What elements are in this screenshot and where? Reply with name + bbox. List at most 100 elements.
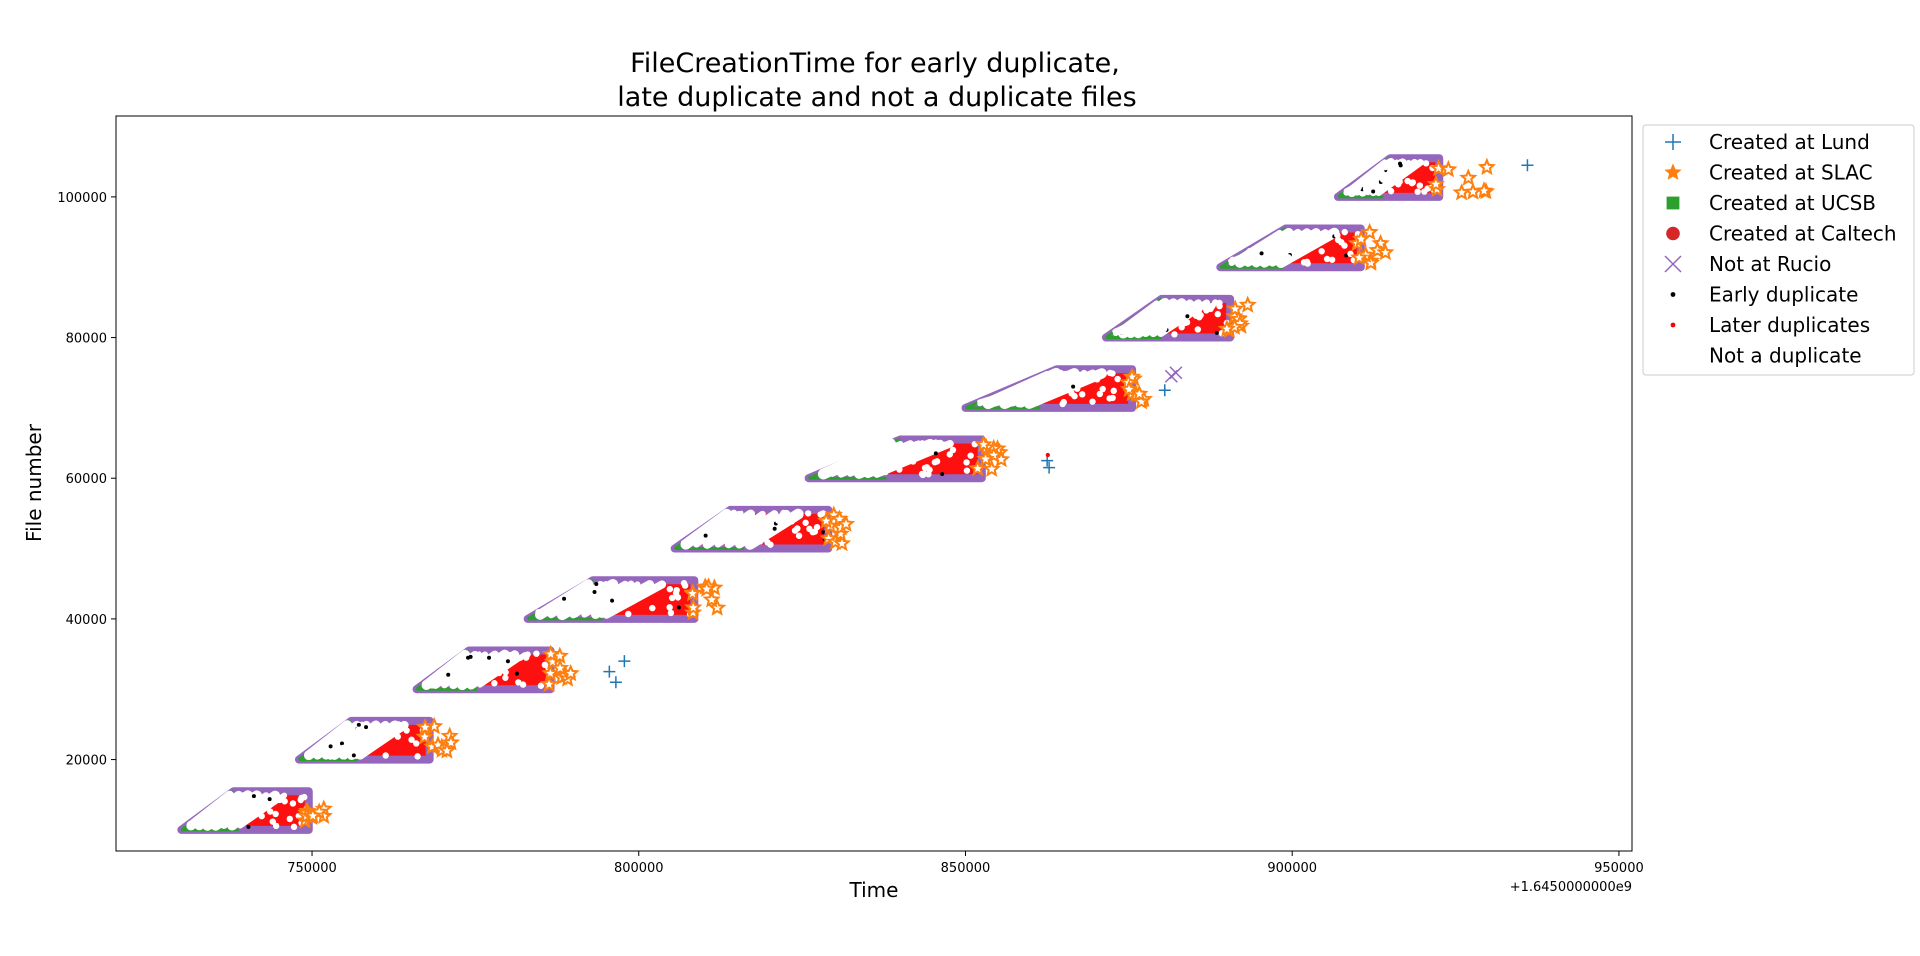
- not-duplicate-point: [1209, 302, 1216, 310]
- early-duplicate-point: [610, 598, 615, 603]
- not-duplicate-point: [625, 610, 632, 618]
- not-duplicate-point: [395, 721, 402, 728]
- not-duplicate-point: [537, 682, 545, 689]
- not-duplicate-point: [1016, 395, 1023, 403]
- not-duplicate-point: [519, 681, 527, 688]
- legend-marker: [1670, 292, 1676, 297]
- not-duplicate-point: [1303, 258, 1311, 266]
- not-duplicate-point: [893, 459, 900, 467]
- not-duplicate-point: [1080, 369, 1088, 377]
- not-duplicate-point: [646, 581, 654, 588]
- not-duplicate-point: [334, 734, 342, 742]
- y-tick-label: 20000: [66, 754, 107, 769]
- not-duplicate-point: [1055, 370, 1062, 377]
- slac-point: [1429, 158, 1448, 177]
- not-duplicate-point: [1144, 323, 1151, 330]
- not-duplicate-point: [1037, 383, 1044, 390]
- not-duplicate-point: [666, 585, 674, 593]
- not-duplicate-point: [355, 726, 362, 734]
- not-duplicate-point: [1378, 168, 1385, 175]
- not-duplicate-point: [371, 729, 378, 736]
- not-duplicate-point: [346, 722, 353, 730]
- chart-title: FileCreationTime for early duplicate, la…: [617, 48, 1136, 113]
- not-duplicate-point: [920, 470, 928, 478]
- not-duplicate-point: [1003, 393, 1011, 401]
- not-duplicate-point: [780, 509, 787, 517]
- not-duplicate-point: [1166, 312, 1173, 319]
- not-duplicate-point: [630, 584, 638, 592]
- not-duplicate-point: [414, 753, 421, 760]
- not-duplicate-point: [967, 452, 974, 459]
- not-duplicate-point: [272, 822, 280, 830]
- not-duplicate-point: [465, 677, 472, 684]
- not-duplicate-point: [1178, 324, 1185, 331]
- not-duplicate-point: [602, 589, 609, 596]
- slac-point: [550, 658, 570, 676]
- not-duplicate-point: [1171, 331, 1178, 338]
- not-duplicate-point: [458, 679, 465, 686]
- legend-label: Created at Caltech: [1709, 222, 1897, 246]
- batch-80000: [1101, 294, 1257, 342]
- outlier-point: [1158, 384, 1171, 397]
- not-duplicate-point: [1074, 385, 1081, 392]
- not-duplicate-point: [366, 744, 373, 752]
- outlier-point: [1043, 461, 1056, 474]
- legend: Created at Lund Created at SLAC Created at…: [1642, 124, 1915, 376]
- not-duplicate-point: [795, 532, 803, 539]
- y-tick-label: 80000: [66, 332, 107, 347]
- not-duplicate-point: [909, 458, 917, 465]
- not-duplicate-point: [1379, 176, 1387, 183]
- not-duplicate-point: [1068, 390, 1075, 397]
- not-duplicate-point: [1355, 184, 1362, 191]
- not-duplicate-point: [819, 471, 826, 479]
- not-duplicate-point: [1382, 163, 1389, 171]
- early-duplicate-point: [356, 722, 361, 727]
- x-tick-label: 800000: [614, 861, 664, 876]
- not-duplicate-point: [923, 464, 931, 471]
- not-duplicate-point: [258, 812, 265, 820]
- slac-point: [1350, 248, 1369, 266]
- not-duplicate-point: [1106, 369, 1114, 377]
- slac-point: [541, 644, 560, 662]
- legend-marker: [1666, 226, 1680, 241]
- batch-70000: [961, 365, 1153, 412]
- early-duplicate-point: [676, 605, 681, 610]
- early-duplicate-point: [703, 533, 708, 538]
- legend-item: Created at Lund: [1665, 130, 1870, 154]
- not-duplicate-point: [233, 817, 240, 825]
- slac-point: [702, 590, 721, 608]
- not-duplicate-point: [866, 458, 873, 466]
- not-duplicate-point: [809, 529, 817, 536]
- not-duplicate-point: [272, 810, 279, 818]
- not-duplicate-point: [603, 605, 610, 612]
- not-duplicate-point: [1404, 177, 1411, 185]
- outlier-point: [1169, 366, 1183, 380]
- not-duplicate-point: [1149, 306, 1156, 314]
- not-duplicate-point: [1309, 239, 1316, 246]
- not-duplicate-point: [919, 440, 926, 447]
- not-duplicate-point: [1214, 310, 1221, 318]
- x-axis-ticks: 750000 800000 850000 900000 950000: [287, 851, 1644, 876]
- early-duplicate-point: [772, 526, 777, 531]
- not-duplicate-point: [1051, 375, 1058, 382]
- legend-label: Created at SLAC: [1709, 161, 1873, 185]
- not-duplicate-point: [341, 753, 348, 760]
- early-duplicate-point: [1344, 253, 1349, 258]
- not-duplicate-point: [1113, 327, 1120, 335]
- slac-point: [683, 583, 702, 602]
- not-duplicate-point: [545, 605, 553, 613]
- not-duplicate-point: [1028, 395, 1035, 403]
- not-duplicate-point: [1074, 373, 1081, 380]
- not-duplicate-point: [898, 443, 905, 450]
- not-duplicate-point: [1273, 252, 1281, 260]
- early-duplicate-point: [1371, 189, 1376, 194]
- not-duplicate-point: [535, 608, 542, 616]
- not-duplicate-point: [1134, 317, 1142, 324]
- early-duplicate-point: [821, 530, 826, 535]
- early-duplicate-point: [1214, 330, 1219, 335]
- not-duplicate-point: [1299, 245, 1306, 253]
- not-duplicate-point: [610, 582, 618, 590]
- not-duplicate-point: [963, 459, 970, 466]
- not-duplicate-point: [1195, 307, 1202, 315]
